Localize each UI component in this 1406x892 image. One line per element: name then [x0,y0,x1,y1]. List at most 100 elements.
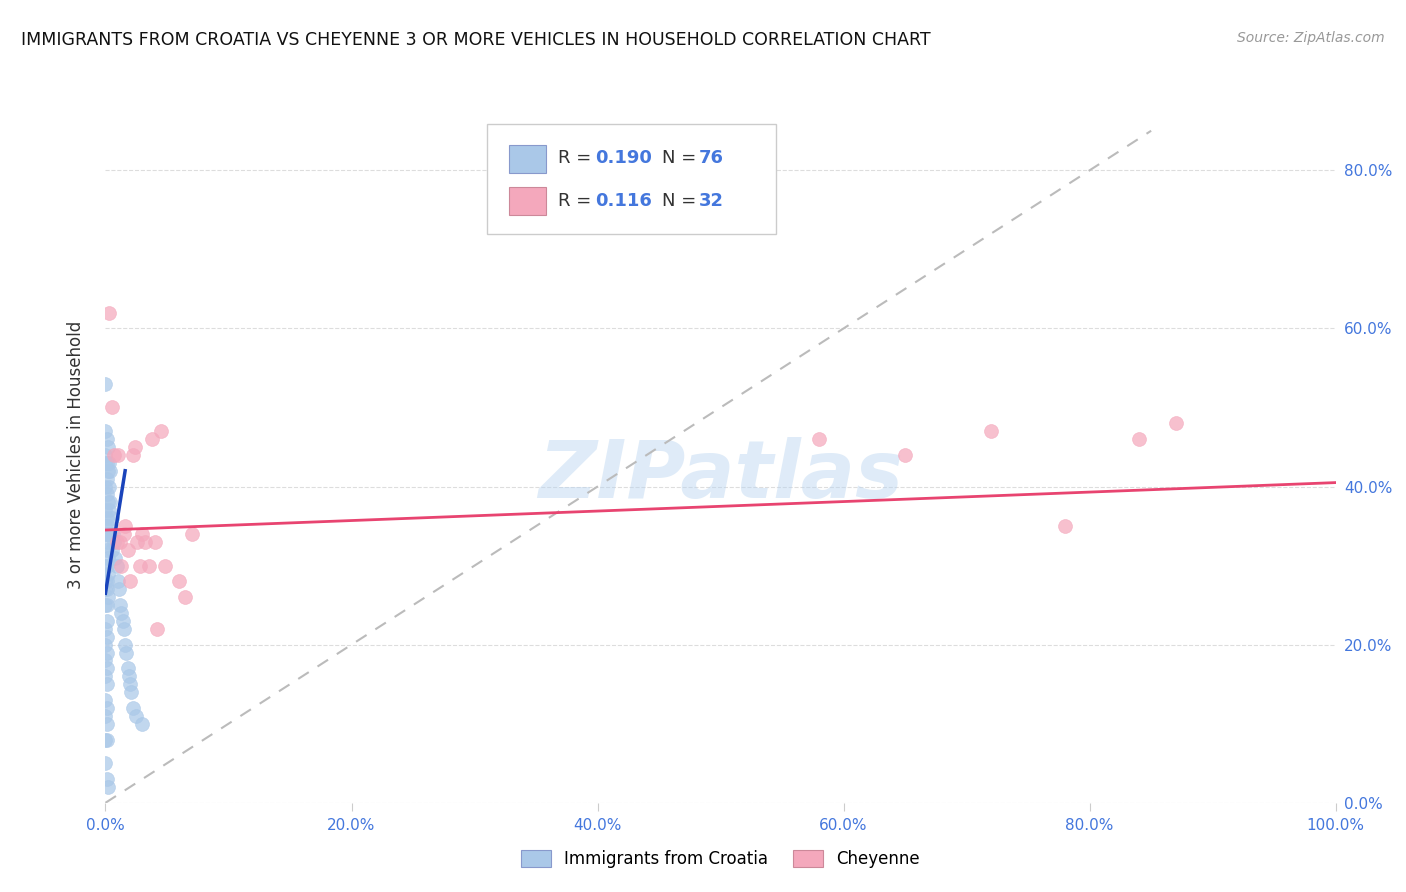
Point [97,534,120,549]
FancyBboxPatch shape [509,187,546,215]
Text: 0.116: 0.116 [595,192,652,210]
Point [125,708,148,723]
Point [98,503,121,517]
Point [103,448,125,462]
Point [96,542,118,557]
Point [107,448,129,462]
Point [146,622,169,636]
Point [105,558,128,573]
Point [120,574,141,589]
Point [94,519,117,533]
Point [96,701,118,715]
Point [1128,432,1150,446]
Point [96,574,118,589]
Point [131,527,153,541]
Point [94,527,117,541]
Point [120,677,141,691]
FancyBboxPatch shape [509,145,546,173]
Point [124,440,146,454]
Point [94,756,117,771]
Point [96,598,118,612]
Point [112,622,135,636]
Point [807,432,830,446]
Point [96,630,118,644]
Text: IMMIGRANTS FROM CROATIA VS CHEYENNE 3 OR MORE VEHICLES IN HOUSEHOLD CORRELATION : IMMIGRANTS FROM CROATIA VS CHEYENNE 3 OR… [21,31,931,49]
Point [169,574,191,589]
Text: 0.190: 0.190 [595,149,652,167]
Point [110,606,132,620]
Point [94,669,117,683]
Point [96,614,118,628]
Text: ZIPatlas: ZIPatlas [538,437,903,515]
Text: N =: N = [662,192,702,210]
Point [138,558,160,573]
Point [94,424,117,438]
Point [118,669,141,683]
Point [110,558,132,573]
Point [101,527,124,541]
Point [98,456,121,470]
Point [96,487,118,501]
Point [98,527,122,541]
Point [96,558,118,573]
Point [115,646,138,660]
Point [894,448,917,462]
Point [96,456,118,470]
Point [94,503,117,517]
Point [97,519,120,533]
Point [94,558,117,573]
Point [98,495,122,509]
Point [94,582,117,597]
Point [94,693,117,707]
Point [98,305,121,319]
Point [97,566,120,581]
Point [114,638,136,652]
Point [94,638,117,652]
Point [117,542,139,557]
Point [121,701,143,715]
Point [94,708,117,723]
Point [97,495,120,509]
Point [94,376,117,391]
Point [97,550,120,565]
Point [97,440,120,454]
Point [100,542,122,557]
Point [131,716,153,731]
Point [94,456,117,470]
Point [94,574,117,589]
Point [96,582,118,597]
Point [96,646,118,660]
Point [105,534,128,549]
Point [1164,417,1187,431]
Point [94,732,117,747]
Point [97,591,120,605]
Legend: Immigrants from Croatia, Cheyenne: Immigrants from Croatia, Cheyenne [515,843,927,874]
Point [97,464,120,478]
Point [129,558,152,573]
Point [96,716,118,731]
Point [134,534,156,549]
Point [107,574,129,589]
Point [174,591,197,605]
Text: N =: N = [662,149,702,167]
Point [94,622,117,636]
Point [180,527,202,541]
Point [97,780,120,794]
Point [127,534,149,549]
Point [98,479,121,493]
Point [100,511,122,525]
Point [96,472,118,486]
Point [149,424,172,438]
Text: R =: R = [558,192,598,210]
Point [111,614,134,628]
Text: Source: ZipAtlas.com: Source: ZipAtlas.com [1237,31,1385,45]
Point [94,653,117,667]
Point [110,598,132,612]
Point [98,464,122,478]
Point [94,448,117,462]
Text: R =: R = [558,149,598,167]
Point [980,424,1002,438]
Point [96,732,118,747]
Point [100,401,122,415]
Point [153,558,176,573]
